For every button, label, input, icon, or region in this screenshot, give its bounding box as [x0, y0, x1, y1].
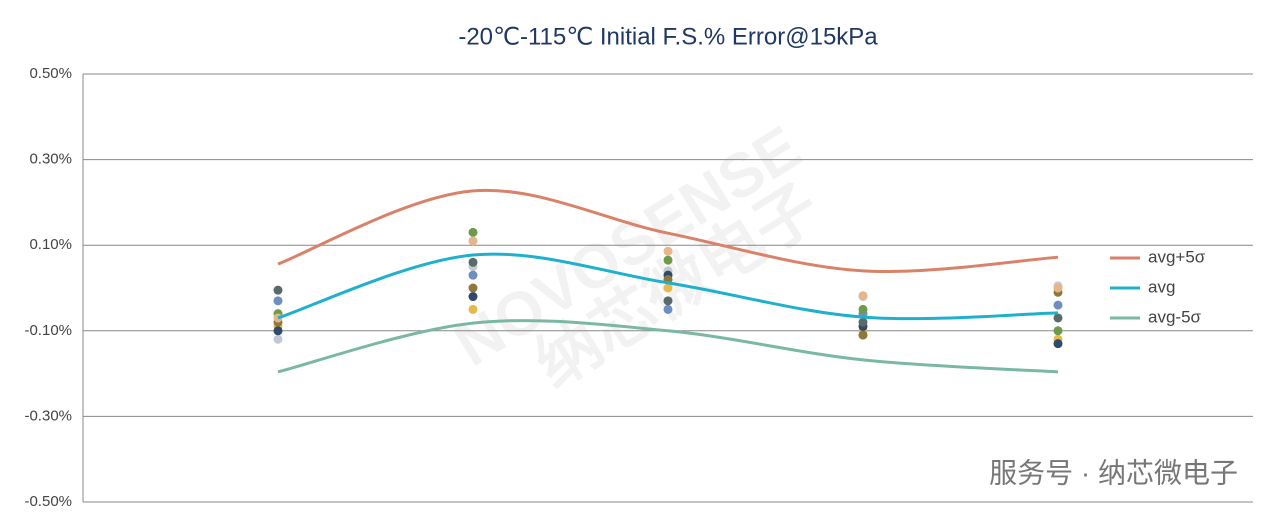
- data-dot: [663, 304, 673, 314]
- data-dot: [858, 304, 868, 314]
- data-dot: [273, 334, 283, 344]
- y-tick-label: -0.30%: [24, 407, 72, 424]
- series-line: [277, 188, 1059, 274]
- series-line: [277, 319, 1059, 374]
- data-dot: [468, 257, 478, 267]
- data-dot: [663, 255, 673, 265]
- y-tick-label: 0.50%: [29, 65, 72, 82]
- legend-label: avg: [1148, 277, 1175, 296]
- chart-title: -20℃-115℃ Initial F.S.% Error@15kPa: [458, 23, 878, 50]
- data-dot: [468, 236, 478, 246]
- data-dot: [663, 283, 673, 293]
- data-dot: [468, 227, 478, 237]
- data-dot: [663, 246, 673, 256]
- legend-label: avg-5σ: [1148, 307, 1202, 326]
- data-dot: [468, 270, 478, 280]
- data-dot: [1053, 326, 1063, 336]
- data-dot: [1053, 300, 1063, 310]
- series-line: [277, 252, 1059, 321]
- footer: 服务号 · 纳芯微电子: [989, 457, 1238, 488]
- data-dot: [468, 292, 478, 302]
- data-dot: [468, 283, 478, 293]
- data-dot: [663, 296, 673, 306]
- y-tick-label: -0.10%: [24, 322, 72, 339]
- y-tick-label: 0.30%: [29, 151, 72, 168]
- data-dot: [273, 326, 283, 336]
- data-dot: [273, 285, 283, 295]
- data-dot: [468, 304, 478, 314]
- legend-label: avg+5σ: [1148, 247, 1206, 266]
- data-dot: [1053, 313, 1063, 323]
- data-dot: [1053, 283, 1063, 293]
- data-dot: [858, 317, 868, 327]
- data-dot: [273, 296, 283, 306]
- data-dot: [858, 291, 868, 301]
- data-dot: [858, 330, 868, 340]
- data-dot: [1053, 339, 1063, 349]
- y-tick-label: -0.50%: [24, 493, 72, 510]
- y-tick-label: 0.10%: [29, 236, 72, 253]
